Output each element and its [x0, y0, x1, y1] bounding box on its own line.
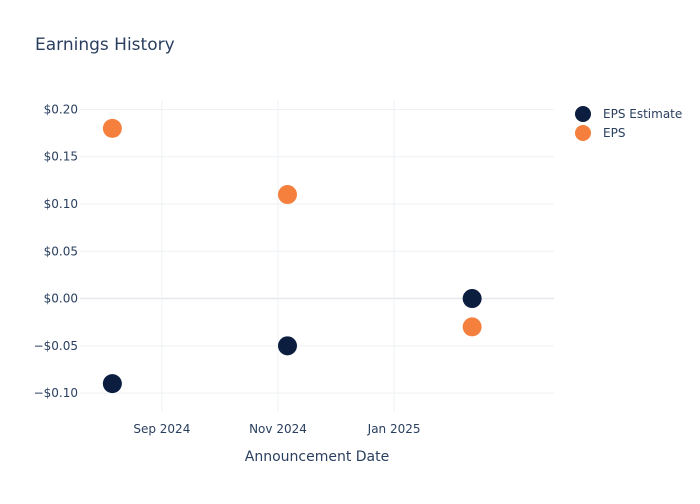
y-tick-label: −$0.05	[34, 339, 78, 353]
chart-title: Earnings History	[35, 35, 175, 55]
y-tick-label: $0.00	[44, 292, 78, 306]
data-point-eps-estimate[interactable]	[462, 289, 482, 309]
y-tick-label: −$0.10	[34, 386, 78, 400]
y-tick-label: $0.20	[44, 102, 78, 116]
data-points	[102, 118, 482, 394]
data-point-eps-estimate[interactable]	[277, 336, 297, 356]
data-point-eps[interactable]	[102, 118, 122, 138]
grid-lines	[80, 100, 554, 412]
axis-tick-labels: $0.20 $0.15 $0.10 $0.05 $0.00 −$0.05 −$0.10 Sep…	[34, 102, 421, 436]
legend-item-eps[interactable]: EPS	[575, 125, 625, 141]
x-tick-label: Sep 2024	[133, 422, 190, 436]
legend-item-eps-estimate[interactable]: EPS Estimate	[575, 106, 682, 122]
data-point-eps[interactable]	[277, 185, 297, 205]
legend-label: EPS Estimate	[603, 107, 682, 121]
legend[interactable]: EPS Estimate EPS	[575, 106, 682, 141]
legend-label: EPS	[603, 126, 625, 140]
x-tick-label: Nov 2024	[249, 422, 307, 436]
legend-marker	[575, 125, 591, 141]
x-tick-label: Jan 2025	[367, 422, 421, 436]
y-tick-label: $0.15	[44, 150, 78, 164]
legend-marker	[575, 106, 591, 122]
y-tick-label: $0.05	[44, 244, 78, 258]
data-point-eps-estimate[interactable]	[102, 374, 122, 394]
x-axis-label: Announcement Date	[245, 449, 389, 465]
y-tick-label: $0.10	[44, 197, 78, 211]
data-point-eps[interactable]	[462, 317, 482, 337]
